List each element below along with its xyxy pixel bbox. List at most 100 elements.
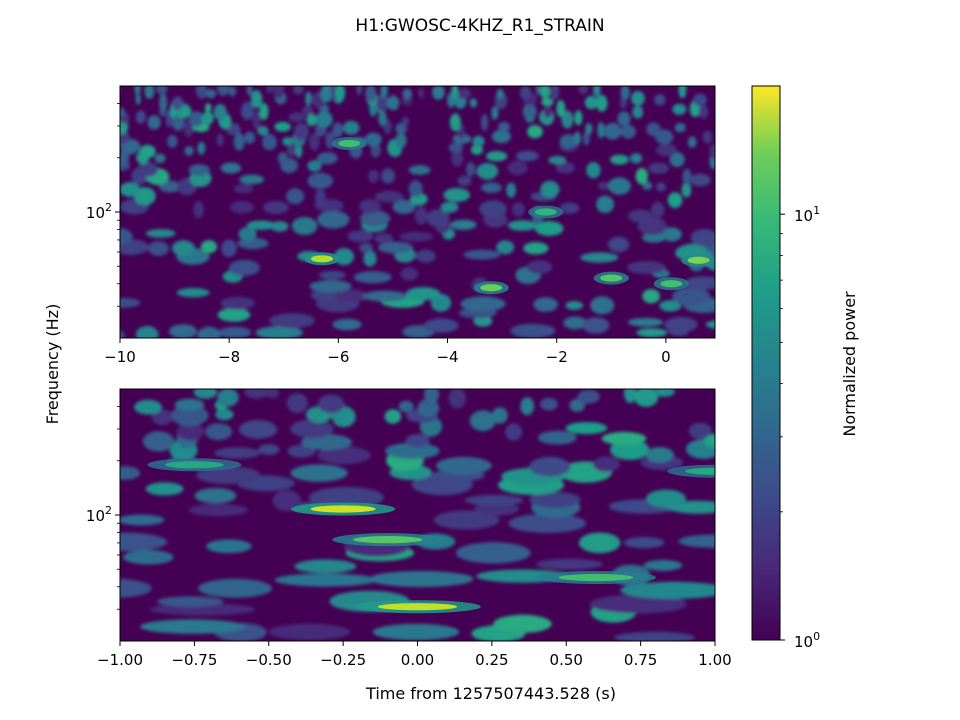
bottom-heatmap-cell bbox=[206, 539, 252, 554]
top-heatmap-cell bbox=[320, 86, 333, 103]
top-heatmap-cell bbox=[559, 134, 577, 149]
top-heatmap-cell bbox=[440, 201, 459, 213]
top-heatmap-cell bbox=[172, 240, 195, 257]
bottom-heatmap-cell bbox=[577, 389, 600, 404]
top-heatmap-cell bbox=[491, 106, 499, 120]
colorbar-label: Normalized power bbox=[840, 291, 859, 437]
top-heatmap-cell bbox=[719, 133, 738, 144]
bottom-heatmap-cell bbox=[198, 578, 273, 598]
top-heatmap-cell bbox=[135, 93, 141, 105]
top-heatmap-cell bbox=[184, 146, 194, 156]
top-hotspot bbox=[534, 208, 557, 216]
top-heatmap-cell bbox=[715, 211, 737, 224]
top-heatmap-cell bbox=[134, 86, 141, 96]
bottom-heatmap-cell bbox=[688, 422, 712, 439]
bottom-heatmap-cell bbox=[645, 447, 674, 463]
top-heatmap-cell bbox=[228, 259, 260, 276]
bottom-heatmap-cell bbox=[80, 479, 119, 496]
bottom-heatmap-cell bbox=[215, 408, 234, 421]
top-heatmap-cell bbox=[432, 86, 445, 100]
bottom-x-axis: −1.00 −0.75 −0.50 −0.25 0.00 0.25 0.50 0.75 1.00 bbox=[97, 641, 732, 669]
top-heatmap-cell bbox=[217, 86, 230, 96]
top-heatmap-cell bbox=[565, 301, 584, 310]
top-heatmap-cell bbox=[426, 209, 450, 228]
top-heatmap-cell bbox=[582, 317, 610, 334]
top-heatmap-cell bbox=[144, 86, 155, 99]
top-heatmap-cell bbox=[277, 152, 288, 165]
bottom-heatmap-cell bbox=[417, 399, 440, 418]
top-y-tick-label: 102 bbox=[86, 201, 112, 222]
top-heatmap-cell bbox=[507, 220, 537, 231]
top-x-tick-label: −6 bbox=[327, 348, 349, 366]
top-heatmap-cell bbox=[451, 86, 459, 99]
top-hotspot bbox=[687, 256, 710, 264]
top-heatmap-cell bbox=[452, 134, 472, 144]
bottom-heatmap-cell bbox=[286, 393, 308, 414]
bottom-heatmap-cell bbox=[244, 389, 269, 399]
top-heatmap-cell bbox=[585, 122, 593, 135]
bottom-hotspot bbox=[164, 461, 224, 469]
bottom-heatmap-cell bbox=[464, 494, 524, 506]
bottom-heatmap-cell bbox=[193, 389, 218, 399]
top-heatmap-cell bbox=[233, 184, 254, 194]
bottom-x-tick-label: 0.75 bbox=[624, 651, 657, 669]
top-heatmap-cell bbox=[309, 280, 352, 293]
top-heatmap-cell bbox=[239, 174, 265, 185]
bottom-heatmap-cell bbox=[176, 422, 204, 441]
top-heatmap-cell bbox=[176, 288, 210, 298]
bottom-x-tick-label: −1.00 bbox=[97, 651, 143, 669]
top-heatmap-cell bbox=[216, 133, 224, 147]
bottom-heatmap-cell bbox=[491, 407, 508, 424]
top-heatmap-cell bbox=[709, 143, 715, 160]
top-heatmap-cell bbox=[288, 112, 305, 122]
top-heatmap-cell bbox=[584, 95, 598, 110]
bottom-heatmap-cell bbox=[634, 389, 659, 407]
top-heatmap-cell bbox=[309, 133, 320, 151]
bottom-heatmap-cell bbox=[214, 447, 261, 459]
top-heatmap-cell bbox=[196, 86, 207, 99]
top-heatmap-cell bbox=[381, 168, 395, 184]
bottom-heatmap-cell bbox=[538, 430, 577, 445]
top-heatmap-cell bbox=[534, 221, 564, 236]
top-heatmap-cell bbox=[693, 93, 707, 107]
bottom-heatmap-cell bbox=[265, 389, 279, 399]
top-heatmap-cell bbox=[255, 326, 304, 338]
top-hotspot bbox=[310, 255, 333, 263]
top-heatmap-cell bbox=[147, 115, 161, 130]
top-heatmap-cell bbox=[120, 330, 125, 338]
top-heatmap-cell bbox=[139, 144, 156, 159]
top-heatmap-cell bbox=[481, 182, 502, 194]
top-heatmap-cell bbox=[317, 210, 350, 229]
colorbar-tick-label: 100 bbox=[794, 630, 820, 651]
bottom-heatmap-cell bbox=[601, 431, 647, 446]
top-heatmap-cell bbox=[498, 121, 511, 132]
bottom-heatmap-cell bbox=[239, 420, 278, 439]
bottom-heatmap-cell bbox=[565, 422, 608, 435]
top-heatmap-cell bbox=[512, 202, 525, 217]
colorbar-gradient bbox=[751, 85, 781, 641]
top-heatmap-cell bbox=[250, 90, 263, 109]
top-x-tick-label: −8 bbox=[218, 348, 240, 366]
top-x-axis: −10 −8 −6 −4 −2 0 bbox=[104, 338, 671, 366]
top-heatmap-cell bbox=[405, 287, 441, 301]
top-heatmap-cell bbox=[596, 94, 608, 112]
bottom-x-tick-label: −0.50 bbox=[246, 651, 292, 669]
top-heatmap-cell bbox=[112, 84, 119, 98]
top-heatmap-cell bbox=[476, 163, 499, 180]
top-heatmap-cell bbox=[687, 136, 697, 148]
top-heatmap-cell bbox=[135, 326, 159, 338]
bottom-heatmap-cell bbox=[140, 619, 245, 634]
top-heatmap-cell bbox=[443, 187, 471, 203]
top-heatmap-cell bbox=[307, 172, 334, 189]
top-heatmap-cell bbox=[120, 297, 141, 308]
top-heatmap-cell bbox=[158, 180, 182, 193]
top-heatmap-cell bbox=[726, 221, 752, 234]
top-heatmap-cell bbox=[291, 217, 318, 235]
top-heatmap-cell bbox=[705, 320, 715, 329]
bottom-heatmap-cell bbox=[405, 434, 430, 448]
top-heatmap-cell bbox=[636, 328, 668, 338]
top-heatmap-cell bbox=[262, 134, 277, 151]
top-heatmap-cell bbox=[628, 209, 653, 223]
top-heatmap-cell bbox=[610, 154, 629, 165]
